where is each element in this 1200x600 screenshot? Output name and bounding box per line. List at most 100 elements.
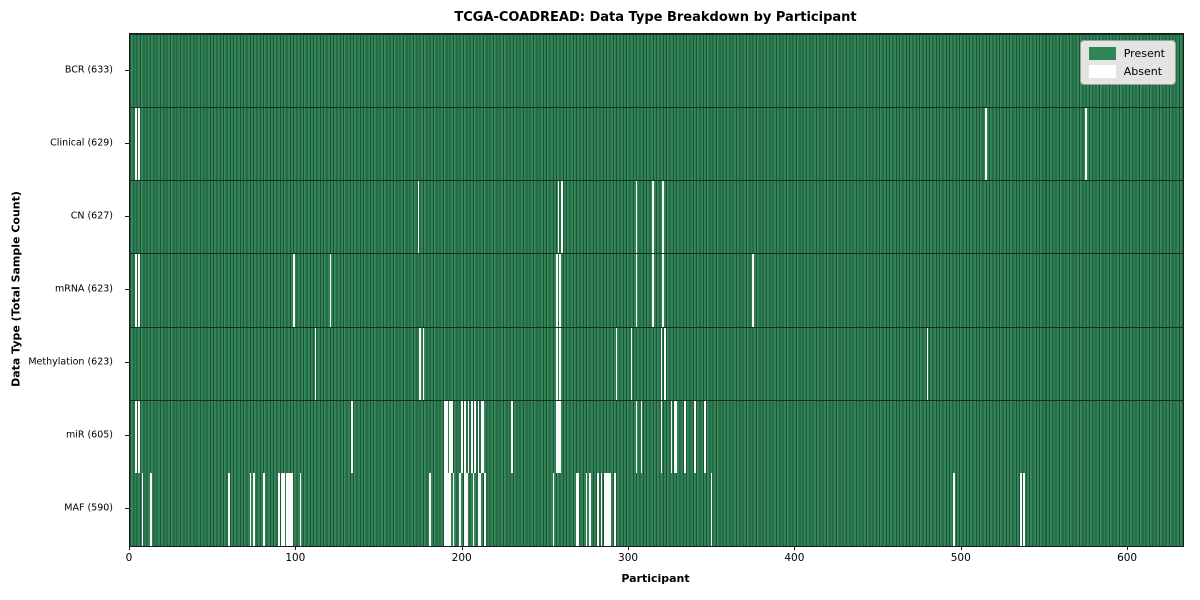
absent-cell — [585, 472, 588, 546]
x-tick-mark — [129, 546, 130, 550]
y-tick-label-bcr: BCR (633) — [64, 64, 113, 76]
chart-title: TCGA-COADREAD: Data Type Breakdown by Pa… — [454, 10, 857, 25]
absent-cell — [683, 400, 686, 473]
absent-cell — [559, 400, 561, 473]
absent-cell — [614, 472, 616, 546]
absent-cell — [703, 400, 706, 473]
absent-cell — [607, 472, 610, 546]
y-tick-label-maf: MAF (590) — [64, 502, 113, 514]
heatmap-row-maf — [130, 472, 1183, 546]
absent-cell — [446, 472, 448, 546]
absent-cell — [635, 400, 638, 473]
absent-cell — [138, 108, 140, 181]
x-tick-mark — [628, 546, 630, 550]
absent-cell — [557, 400, 560, 473]
x-tick-label-200: 200 — [451, 552, 472, 564]
absent-cell — [329, 254, 332, 327]
absent-cell — [138, 254, 140, 327]
absent-cell — [559, 254, 561, 327]
absent-cell — [461, 400, 463, 473]
legend: Present Absent — [1079, 40, 1176, 85]
heatmap-row-mrna — [130, 253, 1183, 327]
absent-cell — [452, 472, 455, 546]
absent-cell — [253, 472, 255, 546]
absent-cell — [249, 472, 252, 546]
heatmap-row-clinical — [130, 107, 1183, 181]
absent-cell — [141, 472, 144, 546]
y-tick-mark — [125, 362, 129, 364]
absent-cell — [449, 400, 452, 473]
absent-cell — [662, 254, 664, 327]
y-tick-mark — [125, 289, 129, 290]
absent-cell — [351, 400, 353, 473]
absent-cell — [422, 327, 425, 400]
y-tick-mark — [125, 508, 129, 510]
absent-cell — [635, 181, 638, 254]
absent-cell — [670, 400, 673, 473]
absent-cell — [464, 400, 467, 473]
absent-cell — [419, 327, 422, 400]
absent-cell — [675, 400, 678, 473]
absent-cell — [589, 472, 591, 546]
x-tick-label-100: 100 — [285, 552, 306, 564]
absent-cell — [555, 400, 558, 473]
absent-cell — [474, 400, 476, 473]
present-swatch-icon — [1088, 47, 1116, 60]
legend-item-present: Present — [1088, 47, 1165, 60]
x-tick-mark — [1127, 546, 1129, 550]
absent-cell — [444, 472, 447, 546]
y-tick-label-cn: CN (627) — [70, 210, 113, 222]
heatmap-row-methylation — [130, 326, 1183, 400]
x-tick-mark — [794, 546, 796, 550]
absent-cell — [314, 327, 317, 400]
absent-cell — [447, 472, 450, 546]
absent-cell — [577, 472, 580, 546]
x-tick-mark — [295, 546, 297, 550]
absent-cell — [288, 472, 290, 546]
x-tick-label-300: 300 — [618, 552, 639, 564]
absent-cell — [559, 327, 561, 400]
legend-item-absent: Absent — [1088, 65, 1165, 78]
absent-cell — [555, 327, 558, 400]
y-tick-mark — [125, 435, 129, 437]
absent-cell — [291, 472, 294, 546]
y-tick-mark — [125, 215, 129, 217]
absent-cell — [477, 400, 480, 473]
absent-cell — [560, 181, 563, 254]
y-tick-label-mir: miR (605) — [65, 429, 113, 441]
absent-cell — [635, 254, 638, 327]
absent-cell — [263, 472, 265, 546]
absent-cell — [575, 472, 578, 546]
y-tick-label-clinical: Clinical (629) — [50, 137, 113, 149]
absent-cell — [444, 400, 447, 473]
absent-cell — [459, 472, 462, 546]
x-tick-label-500: 500 — [950, 552, 971, 564]
heatmap-row-mir — [130, 399, 1183, 473]
absent-cell — [472, 472, 475, 546]
absent-cell — [673, 400, 676, 473]
absent-cell — [417, 181, 420, 254]
absent-cell — [484, 472, 486, 546]
absent-cell — [926, 327, 929, 400]
absent-cell — [134, 400, 137, 473]
absent-cell — [652, 181, 654, 254]
x-tick-label-0: 0 — [125, 552, 133, 564]
x-tick-label-600: 600 — [1117, 552, 1138, 564]
absent-cell — [134, 254, 137, 327]
x-tick-label-400: 400 — [784, 552, 805, 564]
absent-cell — [1019, 472, 1022, 546]
absent-swatch-icon — [1088, 65, 1116, 78]
absent-cell — [466, 472, 468, 546]
absent-cell — [446, 400, 448, 473]
legend-label-absent: Absent — [1123, 65, 1163, 78]
absent-cell — [552, 472, 555, 546]
absent-cell — [149, 472, 152, 546]
absent-cell — [605, 472, 608, 546]
x-axis-label: Participant — [621, 572, 690, 585]
x-tick-mark — [960, 546, 962, 550]
absent-cell — [281, 472, 284, 546]
absent-cell — [278, 472, 280, 546]
y-tick-label-mrna: mRNA (623) — [54, 283, 113, 295]
absent-cell — [286, 472, 289, 546]
absent-cell — [662, 181, 664, 254]
